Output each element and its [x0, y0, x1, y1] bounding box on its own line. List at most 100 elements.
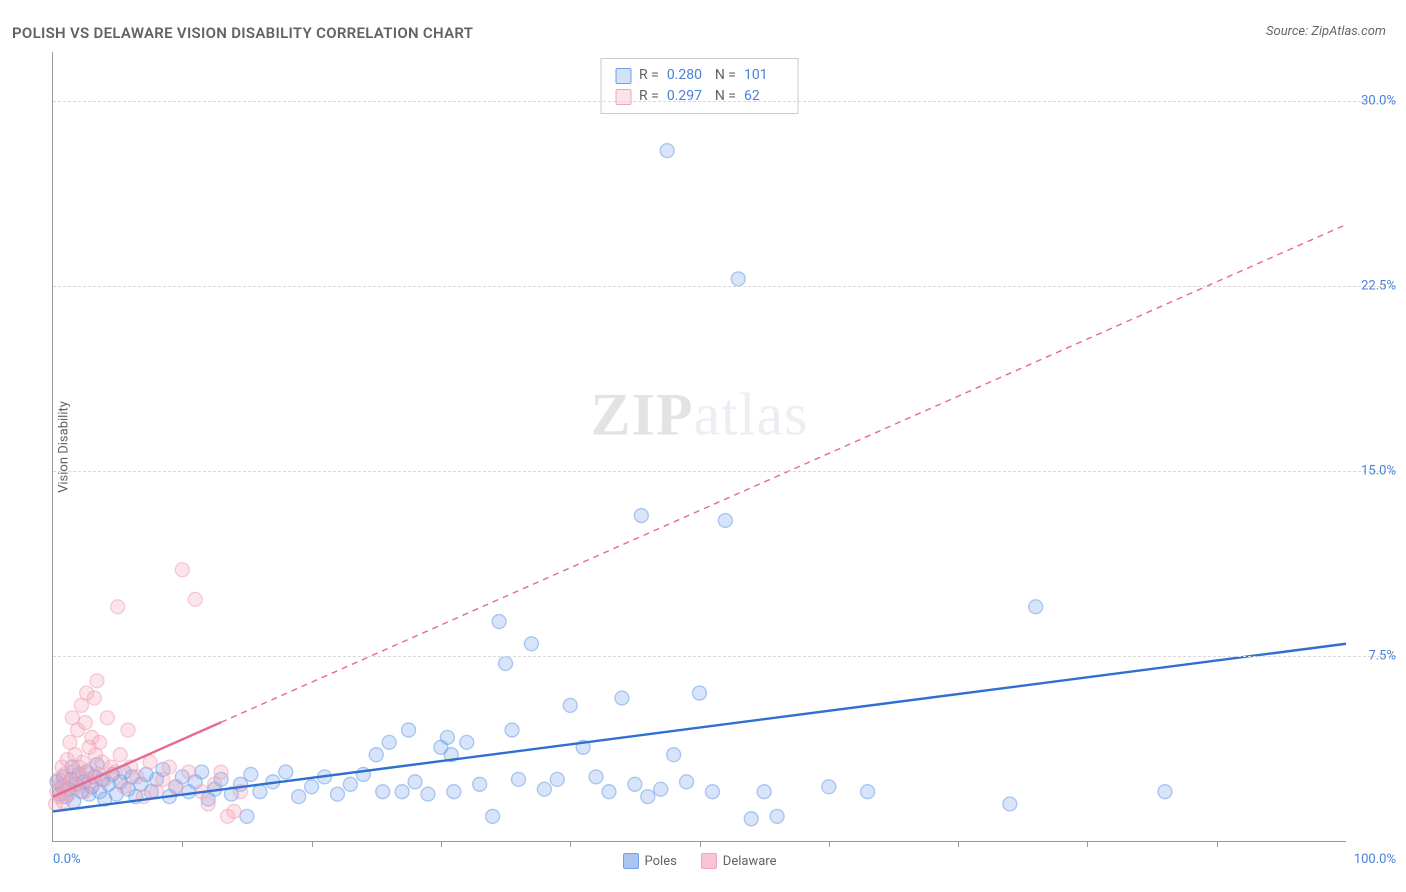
scatter-point [537, 782, 551, 796]
scatter-point [279, 765, 293, 779]
source-attribution: Source: ZipAtlas.com [1266, 24, 1386, 39]
scatter-point [641, 790, 655, 804]
scatter-point [770, 809, 784, 823]
scatter-point [382, 735, 396, 749]
scatter-point [143, 755, 157, 769]
scatter-point [195, 765, 209, 779]
y-tick-label: 22.5% [1348, 279, 1396, 294]
scatter-point [244, 767, 258, 781]
x-tick [1217, 841, 1218, 847]
scatter-point [822, 780, 836, 794]
x-tick [700, 841, 701, 847]
x-axis-max-label: 100.0% [1354, 852, 1396, 867]
scatter-point [861, 785, 875, 799]
scatter-point [130, 770, 144, 784]
scatter-point [201, 797, 215, 811]
scatter-point [162, 760, 176, 774]
scatter-point [117, 780, 131, 794]
gridline [53, 656, 1396, 657]
scatter-point [680, 775, 694, 789]
scatter-point [1158, 785, 1172, 799]
x-tick [829, 841, 830, 847]
x-tick [570, 841, 571, 847]
scatter-point [550, 772, 564, 786]
scatter-point [731, 272, 745, 286]
legend-swatch-poles [623, 853, 639, 869]
x-tick [441, 841, 442, 847]
scatter-point [421, 787, 435, 801]
scatter-point [705, 785, 719, 799]
x-tick [958, 841, 959, 847]
scatter-point [473, 777, 487, 791]
scatter-point [654, 782, 668, 796]
gridline [53, 471, 1396, 472]
scatter-point [602, 785, 616, 799]
chart-container: Vision Disability ZIPatlas R = 0.280 N =… [10, 52, 1346, 842]
scatter-point [292, 790, 306, 804]
scatter-point [667, 748, 681, 762]
scatter-point [1003, 797, 1017, 811]
y-tick-label: 30.0% [1348, 94, 1396, 109]
scatter-point [227, 804, 241, 818]
x-tick [1087, 841, 1088, 847]
gridline [53, 101, 1396, 102]
chart-title: POLISH VS DELAWARE VISION DISABILITY COR… [12, 24, 473, 42]
scatter-point [87, 691, 101, 705]
scatter-point [240, 809, 254, 823]
scatter-point [757, 785, 771, 799]
legend-item-delaware: Delaware [701, 853, 777, 869]
scatter-point [330, 787, 344, 801]
scatter-point [169, 780, 183, 794]
scatter-point [395, 785, 409, 799]
scatter-point [634, 509, 648, 523]
scatter-point [524, 637, 538, 651]
scatter-point [499, 656, 513, 670]
trend-line-dashed [221, 225, 1346, 723]
scatter-point [305, 780, 319, 794]
legend-item-poles: Poles [623, 853, 677, 869]
scatter-point [78, 716, 92, 730]
scatter-point [460, 735, 474, 749]
scatter-point [402, 723, 416, 737]
scatter-point [615, 691, 629, 705]
scatter-point [253, 785, 267, 799]
legend-label-poles: Poles [645, 854, 677, 869]
scatter-point [511, 772, 525, 786]
scatter-point [408, 775, 422, 789]
x-tick [182, 841, 183, 847]
scatter-point [121, 723, 135, 737]
scatter-point [492, 615, 506, 629]
scatter-point [447, 785, 461, 799]
scatter-point [628, 777, 642, 791]
y-tick-label: 7.5% [1348, 649, 1396, 664]
scatter-point [1029, 600, 1043, 614]
scatter-point [505, 723, 519, 737]
plot-area: ZIPatlas R = 0.280 N = 101 R = 0.297 N =… [52, 52, 1346, 842]
scatter-point [182, 765, 196, 779]
legend-swatch-delaware [701, 853, 717, 869]
scatter-point [660, 144, 674, 158]
scatter-point [589, 770, 603, 784]
scatter-point [188, 592, 202, 606]
scatter-point [343, 777, 357, 791]
scatter-point [693, 686, 707, 700]
scatter-point [369, 748, 383, 762]
trend-line-solid [53, 644, 1346, 812]
plot-svg [53, 52, 1346, 841]
scatter-point [90, 674, 104, 688]
x-tick [312, 841, 313, 847]
scatter-point [486, 809, 500, 823]
y-tick-label: 15.0% [1348, 464, 1396, 479]
gridline [53, 286, 1396, 287]
scatter-point [563, 698, 577, 712]
x-axis-min-label: 0.0% [53, 852, 81, 867]
bottom-legend: Poles Delaware [623, 853, 777, 869]
scatter-point [744, 812, 758, 826]
scatter-point [214, 765, 228, 779]
scatter-point [113, 748, 127, 762]
legend-label-delaware: Delaware [723, 854, 777, 869]
scatter-point [93, 735, 107, 749]
scatter-point [440, 730, 454, 744]
scatter-point [175, 563, 189, 577]
scatter-point [111, 600, 125, 614]
